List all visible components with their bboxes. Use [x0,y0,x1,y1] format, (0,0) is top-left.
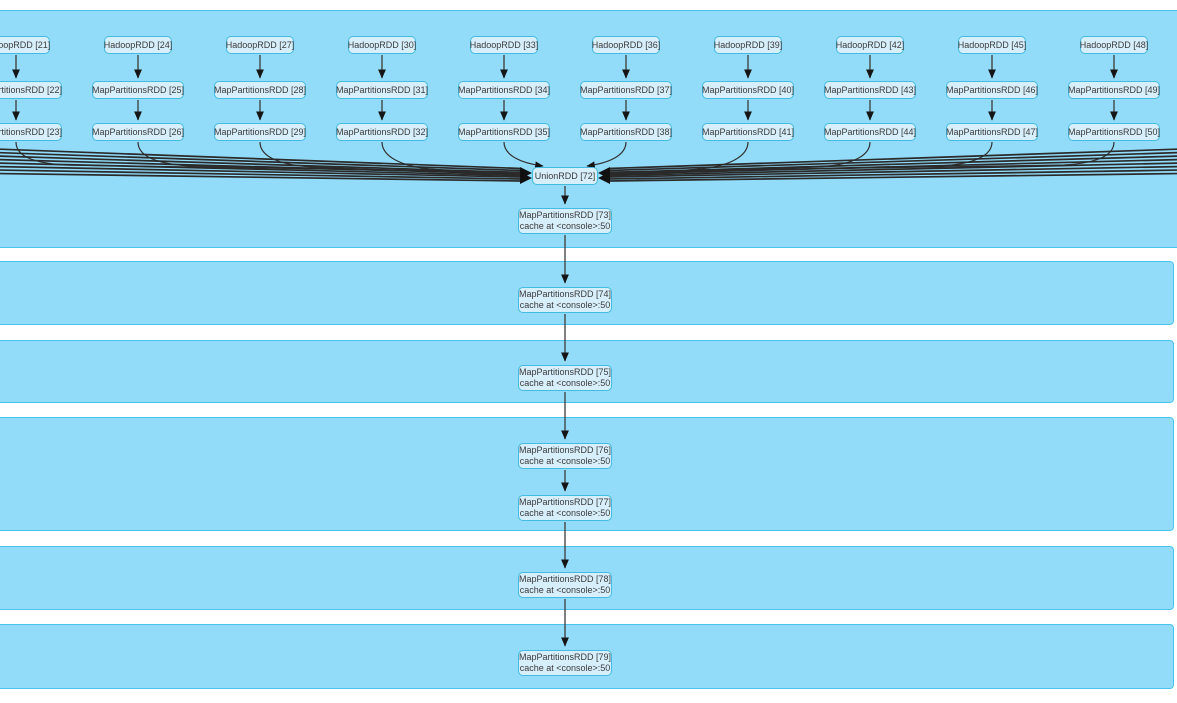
rdd-node-29: MapPartitionsRDD [29] [214,123,306,141]
rdd-node-28: MapPartitionsRDD [28] [214,81,306,99]
rdd-cache-note: cache at <console>:50 [519,300,611,310]
rdd-node-38: MapPartitionsRDD [38] [580,123,672,141]
rdd-label: MapPartitionsRDD [73] [518,210,612,220]
rdd-label: MapPartitionsRDD [44] [823,126,917,137]
rdd-node-33: HadoopRDD [33] [470,36,538,54]
rdd-label: MapPartitionsRDD [40] [701,84,795,95]
rdd-label: HadoopRDD [21] [0,39,51,50]
rdd-label: MapPartitionsRDD [76] [518,445,612,455]
rdd-label: HadoopRDD [30] [347,39,417,50]
rdd-label: MapPartitionsRDD [22] [0,84,63,95]
rdd-label: HadoopRDD [39] [713,39,783,50]
rdd-label: MapPartitionsRDD [50] [1067,126,1161,137]
rdd-label: HadoopRDD [48] [1079,39,1149,50]
rdd-label: MapPartitionsRDD [49] [1067,84,1161,95]
rdd-node-34: MapPartitionsRDD [34] [458,81,550,99]
rdd-label: MapPartitionsRDD [28] [213,84,307,95]
rdd-node-75: MapPartitionsRDD [75] cache at <console>… [518,365,612,391]
rdd-node-35: MapPartitionsRDD [35] [458,123,550,141]
rdd-node-79: MapPartitionsRDD [79] cache at <console>… [518,650,612,676]
rdd-label: HadoopRDD [42] [835,39,905,50]
rdd-label: HadoopRDD [36] [591,39,661,50]
rdd-cache-note: cache at <console>:50 [519,221,611,231]
rdd-node-47: MapPartitionsRDD [47] [946,123,1038,141]
rdd-label: HadoopRDD [33] [469,39,539,50]
rdd-node-76: MapPartitionsRDD [76] cache at <console>… [518,443,612,469]
rdd-node-42: HadoopRDD [42] [836,36,904,54]
rdd-node-77: MapPartitionsRDD [77] cache at <console>… [518,495,612,521]
rdd-node-78: MapPartitionsRDD [78] cache at <console>… [518,572,612,598]
rdd-node-39: HadoopRDD [39] [714,36,782,54]
rdd-label: MapPartitionsRDD [32] [335,126,429,137]
rdd-label: MapPartitionsRDD [74] [518,289,612,299]
rdd-cache-note: cache at <console>:50 [519,663,611,673]
rdd-label: HadoopRDD [45] [957,39,1027,50]
rdd-node-44: MapPartitionsRDD [44] [824,123,916,141]
rdd-label: MapPartitionsRDD [25] [91,84,185,95]
rdd-node-49: MapPartitionsRDD [49] [1068,81,1160,99]
rdd-node-union-72: UnionRDD [72] [532,167,598,185]
rdd-node-45: HadoopRDD [45] [958,36,1026,54]
rdd-label: MapPartitionsRDD [29] [213,126,307,137]
rdd-node-24: HadoopRDD [24] [104,36,172,54]
rdd-label: MapPartitionsRDD [26] [91,126,185,137]
rdd-node-74: MapPartitionsRDD [74] cache at <console>… [518,287,612,313]
rdd-label: MapPartitionsRDD [34] [457,84,551,95]
rdd-label: MapPartitionsRDD [75] [518,367,612,377]
rdd-node-21: HadoopRDD [21] [0,36,50,54]
rdd-label: MapPartitionsRDD [79] [518,652,612,662]
rdd-node-32: MapPartitionsRDD [32] [336,123,428,141]
rdd-cache-note: cache at <console>:50 [519,456,611,466]
rdd-cache-note: cache at <console>:50 [519,585,611,595]
rdd-cache-note: cache at <console>:50 [519,378,611,388]
rdd-label: MapPartitionsRDD [31] [335,84,429,95]
rdd-label: MapPartitionsRDD [23] [0,126,63,137]
rdd-label: MapPartitionsRDD [37] [579,84,673,95]
rdd-node-43: MapPartitionsRDD [43] [824,81,916,99]
rdd-label: MapPartitionsRDD [46] [945,84,1039,95]
rdd-cache-note: cache at <console>:50 [519,508,611,518]
rdd-node-48: HadoopRDD [48] [1080,36,1148,54]
rdd-node-37: MapPartitionsRDD [37] [580,81,672,99]
rdd-label: UnionRDD [72] [534,170,596,181]
rdd-label: MapPartitionsRDD [38] [579,126,673,137]
rdd-node-36: HadoopRDD [36] [592,36,660,54]
rdd-label: MapPartitionsRDD [35] [457,126,551,137]
rdd-label: MapPartitionsRDD [78] [518,574,612,584]
rdd-node-31: MapPartitionsRDD [31] [336,81,428,99]
rdd-node-25: MapPartitionsRDD [25] [92,81,184,99]
rdd-node-40: MapPartitionsRDD [40] [702,81,794,99]
rdd-node-50: MapPartitionsRDD [50] [1068,123,1160,141]
rdd-node-30: HadoopRDD [30] [348,36,416,54]
rdd-label: MapPartitionsRDD [41] [701,126,795,137]
rdd-node-41: MapPartitionsRDD [41] [702,123,794,141]
rdd-node-23: MapPartitionsRDD [23] [0,123,62,141]
rdd-node-22: MapPartitionsRDD [22] [0,81,62,99]
rdd-label: HadoopRDD [24] [103,39,173,50]
rdd-label: MapPartitionsRDD [77] [518,497,612,507]
rdd-label: HadoopRDD [27] [225,39,295,50]
rdd-node-27: HadoopRDD [27] [226,36,294,54]
rdd-label: MapPartitionsRDD [43] [823,84,917,95]
rdd-node-26: MapPartitionsRDD [26] [92,123,184,141]
rdd-label: MapPartitionsRDD [47] [945,126,1039,137]
rdd-node-46: MapPartitionsRDD [46] [946,81,1038,99]
rdd-node-73: MapPartitionsRDD [73] cache at <console>… [518,208,612,234]
